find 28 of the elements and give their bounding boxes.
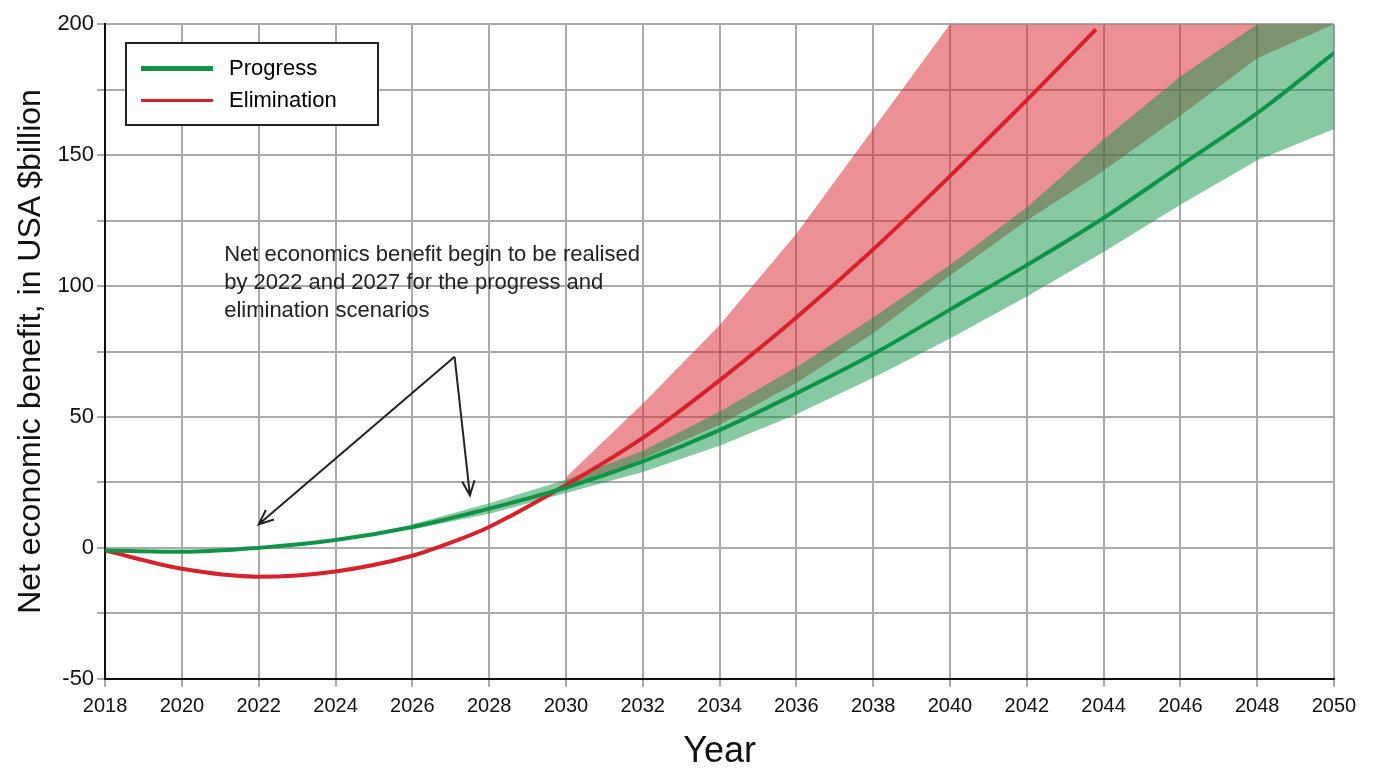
x-tick-label: 2018 [82,694,128,717]
y-tick-label: 200 [57,10,95,36]
x-tick-label: 2034 [697,694,742,717]
x-tick-label: 2026 [390,694,435,717]
y-tick-label: -50 [62,664,95,690]
annotation: Net economics benefit begin to be realised by 2022 and 2027 for the progress and elimination scenarios [224,241,640,323]
y-tick-label: 100 [57,272,95,298]
legend-label: Elimination [229,87,337,114]
x-tick-label: 2040 [927,694,973,717]
x-tick-label: 2048 [1234,694,1280,717]
x-tick-label: 2028 [466,694,512,717]
legend-label: Progress [229,55,318,82]
x-tick-label: 2022 [236,694,281,717]
x-tick-label: 2020 [159,694,205,717]
x-axis-title: Year [683,729,756,771]
x-tick-label: 2042 [1004,694,1050,717]
x-tick-label: 2046 [1158,694,1203,717]
y-axis-title: Net economic benefit, in USA $billion [11,89,48,614]
x-tick-label: 2030 [543,694,589,717]
y-tick-label: 150 [57,141,95,167]
x-tick-label: 2024 [313,694,358,717]
x-tick-label: 2032 [620,694,665,717]
x-tick-label: 2050 [1311,694,1357,717]
y-tick-label: 0 [81,533,95,559]
x-tick-label: 2044 [1081,694,1126,717]
x-tick-label: 2036 [774,694,819,717]
y-tick-label: 50 [69,403,95,429]
x-tick-label: 2038 [850,694,896,717]
